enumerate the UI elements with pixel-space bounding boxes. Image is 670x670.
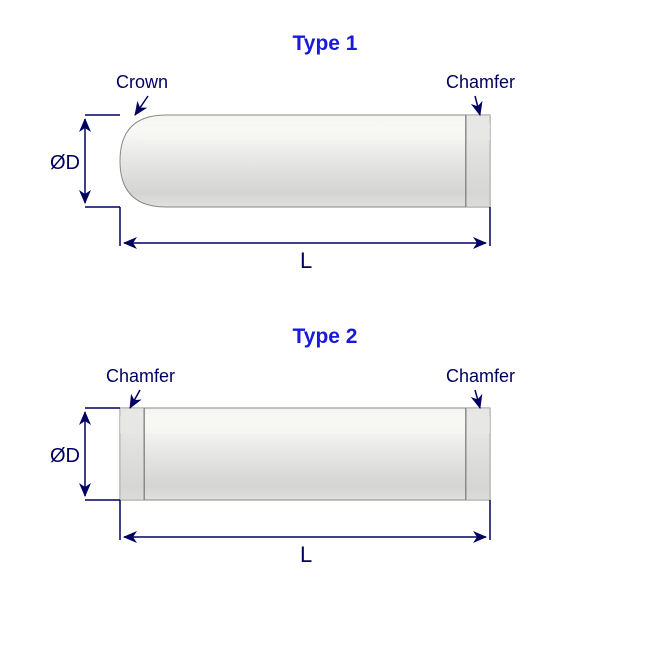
diagram-container: Type 1 Crown Chamfer ØD L Type 2 Chamfer…	[0, 0, 670, 670]
diameter-label-2: ØD	[50, 445, 80, 468]
chamfer-label-2l: Chamfer	[106, 366, 175, 387]
chamfer-label-2r: Chamfer	[446, 366, 515, 387]
pin-type2	[120, 408, 490, 500]
crown-label: Crown	[116, 72, 168, 93]
diameter-label-1: ØD	[50, 152, 80, 175]
chamfer-label-1: Chamfer	[446, 72, 515, 93]
length-label-1: L	[300, 248, 312, 274]
title-type2: Type 2	[285, 325, 365, 349]
length-label-2: L	[300, 542, 312, 568]
pin-type1	[120, 115, 490, 207]
title-type1: Type 1	[285, 32, 365, 56]
